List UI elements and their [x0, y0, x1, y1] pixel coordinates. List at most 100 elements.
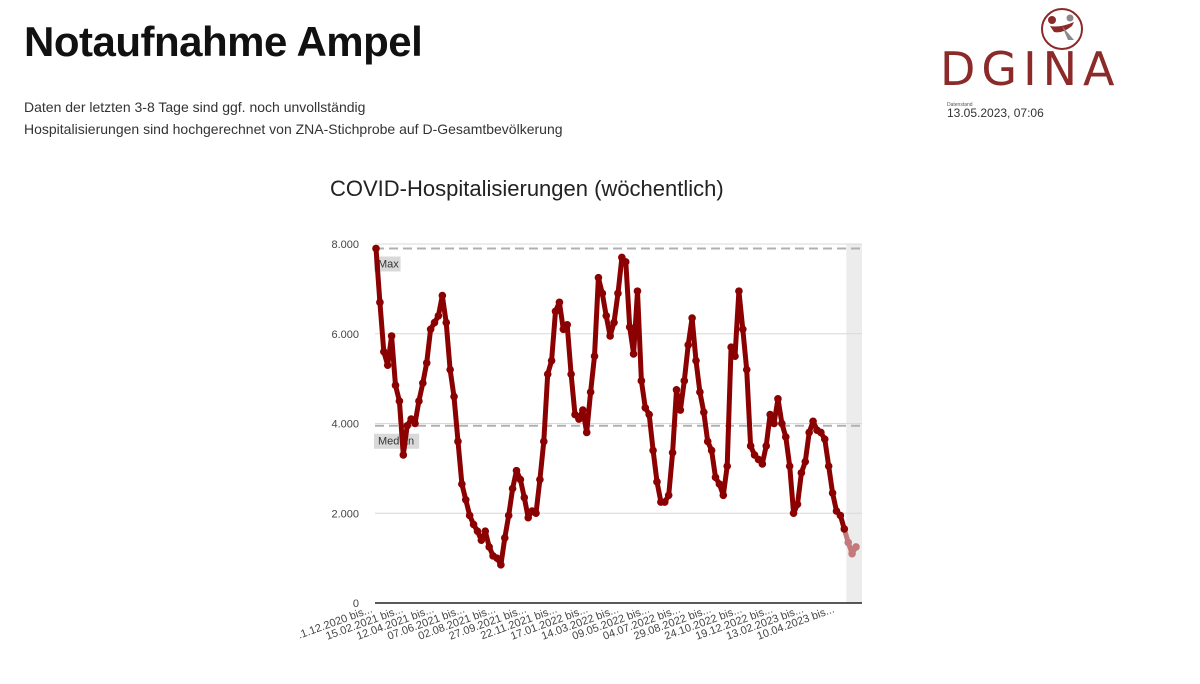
data-point: [411, 419, 419, 428]
dgina-logo-emblem-icon: [1041, 8, 1083, 50]
data-point: [637, 377, 646, 385]
data-point: [641, 403, 650, 412]
timestamp-label: Datenstand: [947, 102, 973, 108]
data-point: [551, 307, 560, 316]
data-point: [473, 527, 482, 535]
data-point: [380, 347, 388, 356]
data-point: [395, 397, 404, 405]
data-point: [594, 273, 603, 282]
data-point: [715, 480, 724, 488]
data-point: [774, 395, 782, 403]
data-point: [465, 511, 474, 520]
series-line-incomplete: [841, 526, 859, 557]
data-point: [454, 437, 462, 446]
data-point: [606, 332, 614, 340]
data-point: [684, 341, 692, 349]
extrapolation-note: Hospitalisierungen sind hochgerechnet vo…: [24, 121, 563, 137]
data-point: [446, 365, 454, 374]
data-point: [532, 509, 540, 518]
data-point: [419, 379, 427, 387]
data-point: [746, 442, 755, 450]
data-point: [504, 511, 513, 520]
data-point: [430, 318, 439, 327]
data-point: [625, 323, 634, 331]
data-point: [824, 462, 833, 470]
data-point: [789, 509, 798, 518]
data-point: [696, 388, 704, 396]
data-point: [450, 392, 458, 401]
data-point: [461, 495, 470, 504]
data-point: [458, 480, 466, 488]
data-point: [711, 473, 720, 482]
reference-label-median: Median: [378, 436, 414, 448]
data-point: [536, 475, 544, 484]
y-tick-label: 8.000: [331, 239, 359, 251]
data-point: [719, 491, 728, 500]
data-point: [391, 381, 400, 390]
data-point: [680, 377, 689, 385]
data-point: [805, 428, 813, 437]
data-point: [438, 291, 447, 300]
reference-label-max: Max: [378, 258, 399, 270]
data-point: [731, 352, 739, 360]
y-tick-label: 2.000: [331, 508, 359, 520]
y-tick-label: 0: [353, 598, 359, 610]
data-point: [575, 415, 583, 423]
data-point: [442, 318, 451, 327]
data-point: [376, 298, 384, 307]
data-point: [540, 437, 548, 446]
data-point: [579, 406, 587, 414]
data-point: [387, 332, 396, 340]
data-point: [422, 359, 431, 367]
data-point: [582, 428, 591, 437]
data-point: [700, 408, 708, 417]
data-point: [633, 287, 642, 295]
data-point: [793, 500, 802, 509]
data-point: [629, 350, 638, 358]
data-point: [614, 289, 622, 298]
data-point: [727, 343, 735, 352]
data-point: [469, 520, 478, 529]
data-point: [543, 370, 552, 378]
data-point: [742, 365, 751, 374]
data-point: [668, 448, 677, 457]
data-point: [524, 513, 532, 522]
data-point: [840, 525, 849, 533]
dgina-logo-text: DGINA: [940, 42, 1121, 96]
data-point: [598, 289, 607, 298]
data-point: [399, 451, 408, 459]
data-point: [563, 320, 572, 329]
data-point: [809, 417, 817, 426]
data-point: [649, 446, 657, 455]
data-point: [415, 397, 423, 405]
data-point: [555, 298, 564, 307]
data-point: [426, 325, 435, 334]
data-point: [692, 356, 700, 365]
data-point: [664, 491, 673, 500]
data-point: [383, 361, 392, 369]
data-point: [590, 352, 599, 360]
data-point: [762, 442, 771, 450]
series-line: [373, 246, 847, 568]
data-point: [758, 460, 767, 468]
y-tick-label: 4.000: [331, 419, 359, 431]
data-point: [567, 370, 575, 378]
data-point: [653, 478, 661, 486]
page-title: Notaufnahme Ampel: [24, 18, 423, 65]
data-point: [739, 325, 747, 334]
data-point: [778, 419, 786, 428]
data-point: [836, 511, 845, 520]
data-point: [586, 388, 595, 396]
data-point: [493, 554, 501, 562]
data-point: [820, 435, 829, 444]
data-point: [676, 406, 685, 414]
data-point: [520, 493, 529, 502]
data-point: [735, 287, 743, 295]
data-point: [688, 314, 696, 322]
y-tick-label: 6.000: [331, 329, 359, 341]
data-point: [403, 421, 412, 430]
data-point: [481, 527, 490, 535]
data-point: [703, 437, 712, 446]
data-point: [766, 410, 774, 419]
